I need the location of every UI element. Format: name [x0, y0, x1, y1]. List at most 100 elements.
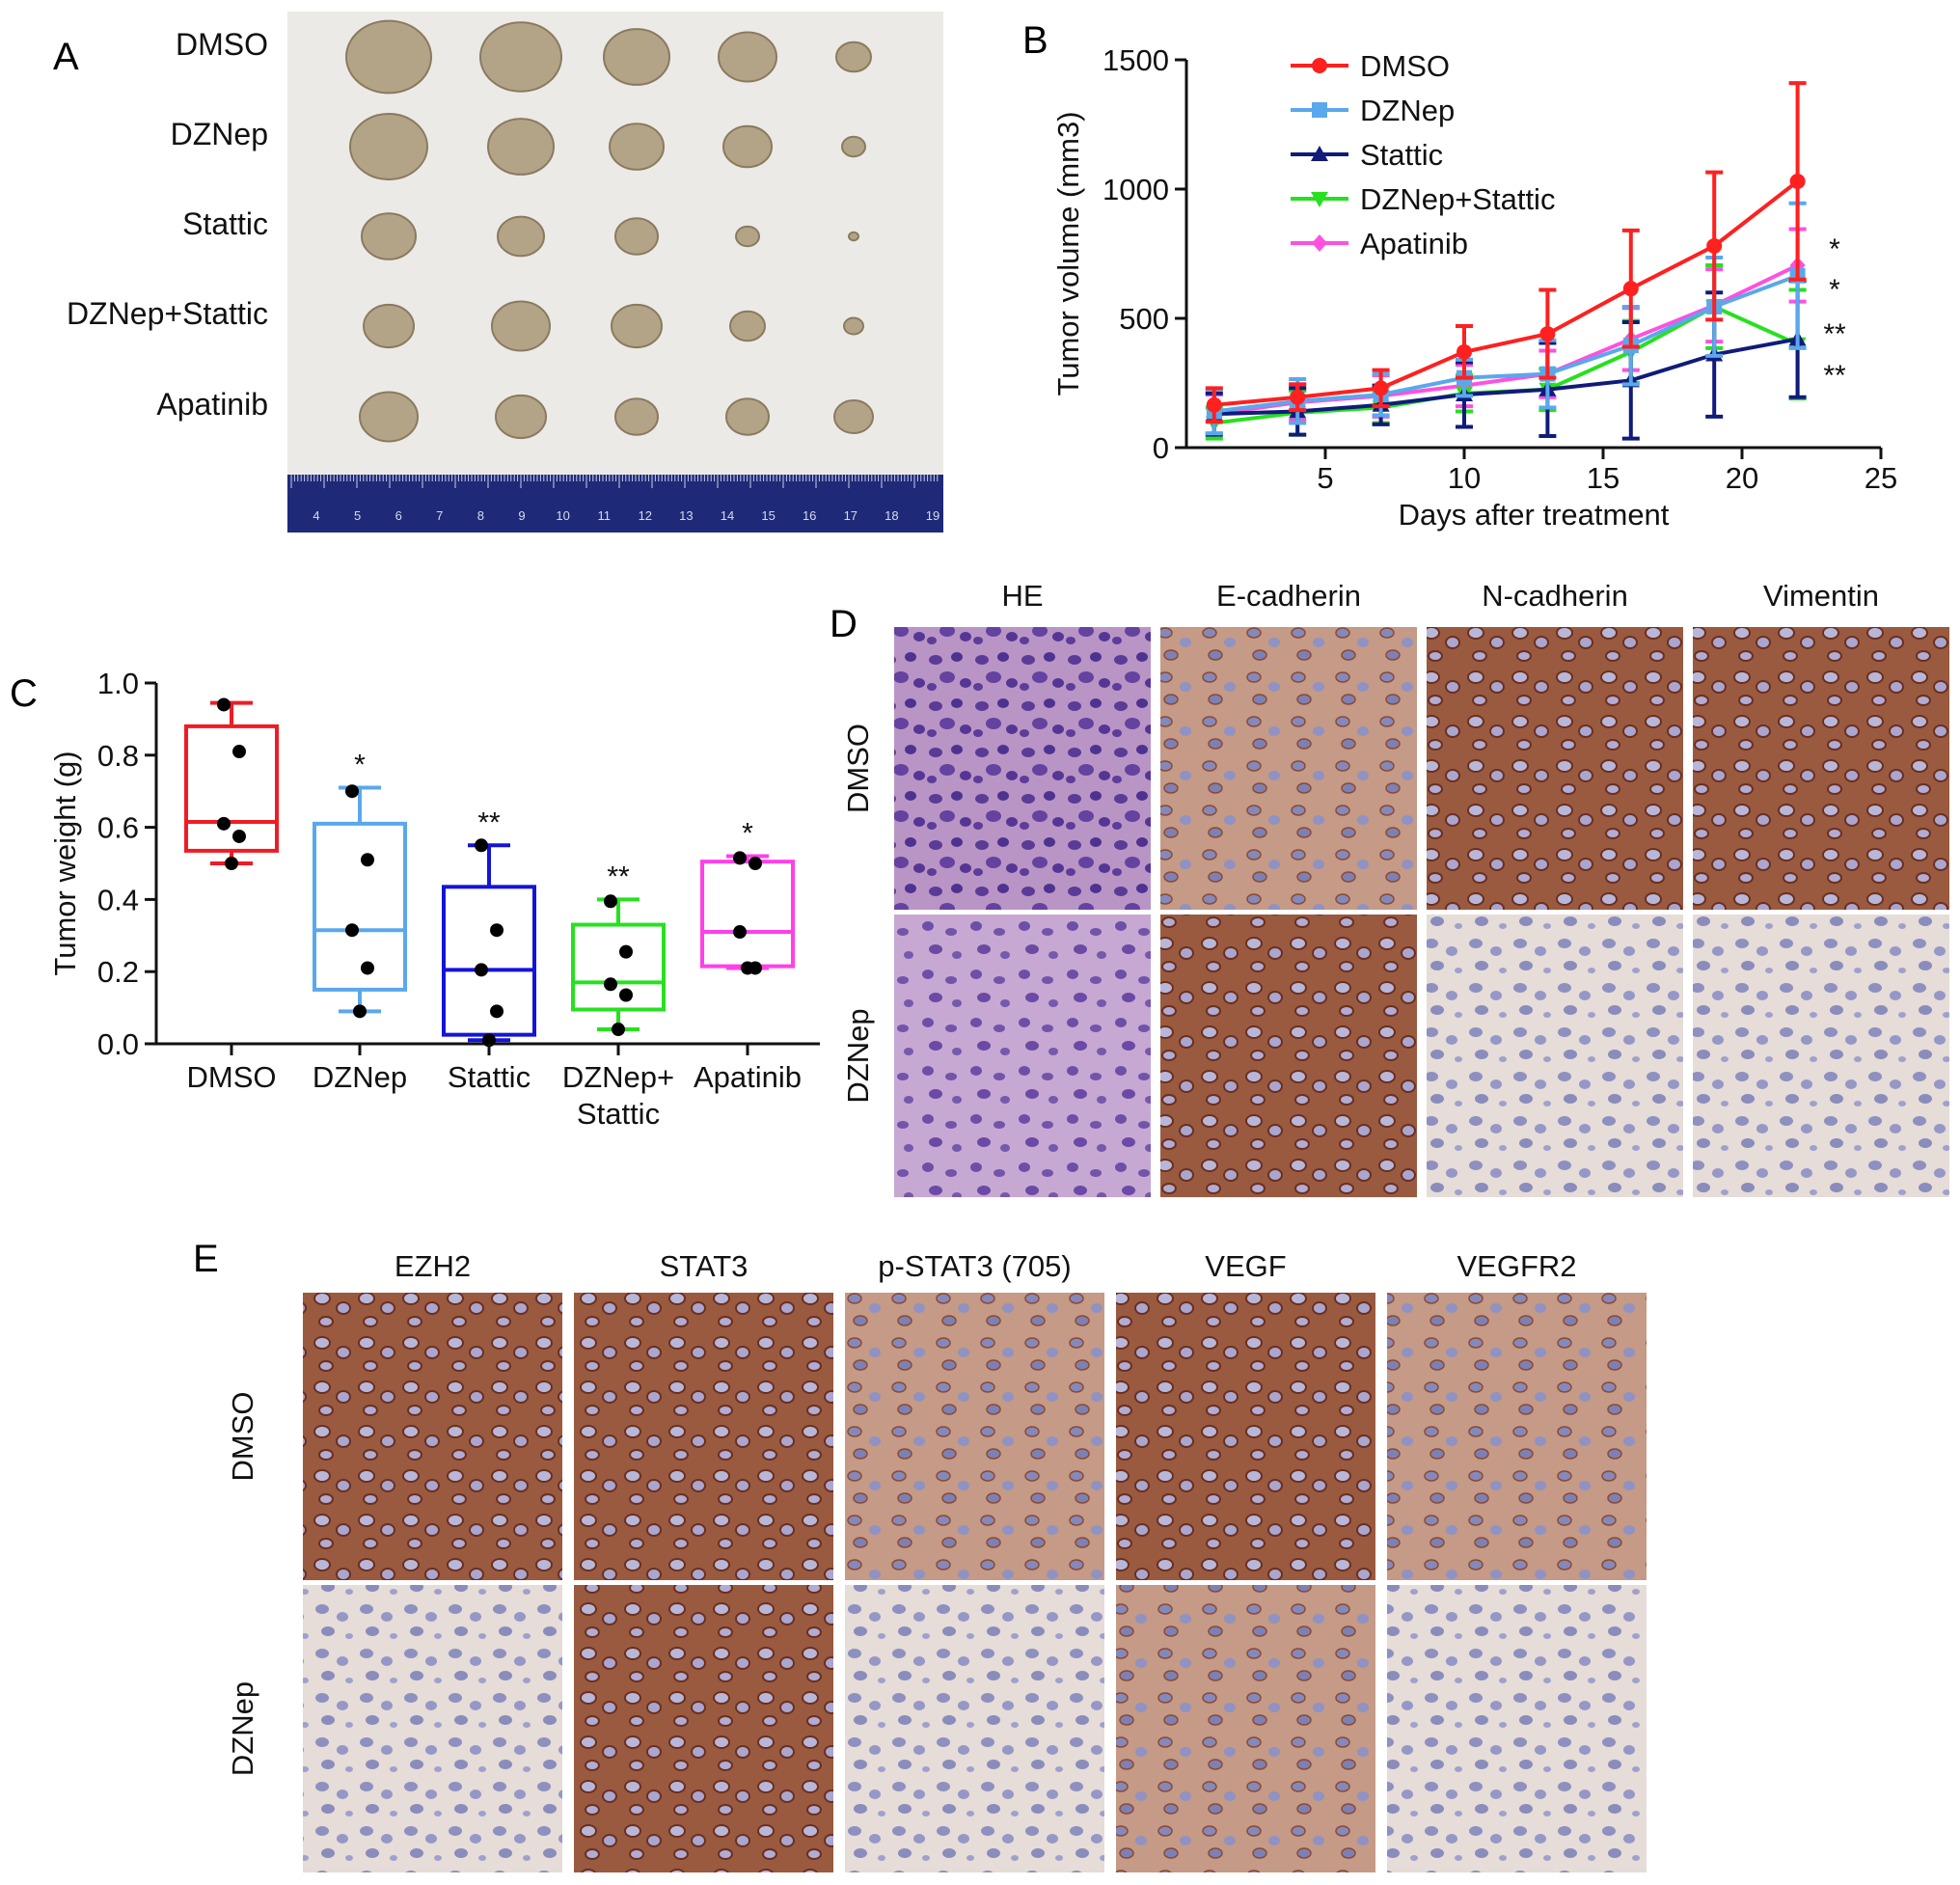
- y-tick-label: 0: [1153, 431, 1169, 465]
- ihc-panel-e: EZH2 STAT3 p-STAT3 (705) VEGF VEGFR2 DMSO DZNe…: [226, 1249, 1647, 1872]
- ruler-number: 14: [721, 508, 734, 523]
- tumor-specimen: [614, 397, 659, 436]
- data-point: [612, 1023, 625, 1037]
- ihc-image-stat3-dznep: [574, 1585, 833, 1872]
- point-marker: [1312, 58, 1327, 73]
- row-label-stattic: Stattic: [182, 206, 268, 241]
- tumor-volume-chart: 0 500 1000 1500 5 10 15 20 25 Days after treatmen…: [1051, 43, 1897, 532]
- ihc-image-e-cadherin-dznep: [1160, 915, 1417, 1197]
- ihc-image-he-dmso: [894, 627, 1151, 910]
- point-marker: [1706, 237, 1723, 254]
- box-dznep-stattic: **: [571, 861, 666, 1037]
- significance-marker: *: [354, 749, 366, 780]
- x-tick-label: 5: [1317, 461, 1333, 495]
- tumor-specimen: [718, 31, 777, 83]
- x-tick-label: DZNep+: [562, 1060, 674, 1094]
- row-label-apatinib: Apatinib: [156, 387, 268, 422]
- data-point: [482, 1033, 496, 1048]
- data-point: [749, 857, 762, 870]
- panel-label-d: D: [830, 603, 858, 645]
- ihc-image-ezh2-dznep: [303, 1585, 562, 1872]
- ruler-number: 8: [477, 508, 484, 523]
- tumor-specimen: [363, 303, 415, 349]
- tumor-specimens: [345, 19, 874, 443]
- ihc-image-ezh2-dmso: [303, 1293, 562, 1580]
- y-tick-label: 1500: [1102, 43, 1169, 77]
- column-header-stat3: STAT3: [660, 1249, 749, 1283]
- point-marker: [1789, 173, 1806, 189]
- tumor-specimen: [848, 231, 859, 242]
- data-point: [604, 977, 617, 992]
- significance-marker: **: [1823, 360, 1846, 392]
- point-marker: [1312, 102, 1327, 118]
- row-label-dmso: DMSO: [226, 1392, 259, 1482]
- tumor-specimen: [487, 118, 555, 176]
- data-point: [361, 853, 374, 867]
- point-marker: [1312, 234, 1327, 252]
- data-point: [741, 961, 754, 975]
- x-axis-label: Days after treatment: [1399, 498, 1670, 532]
- box: [184, 724, 279, 853]
- significance-marker: *: [742, 818, 753, 850]
- series-line: [1213, 337, 1798, 417]
- x-tick-label: 10: [1448, 461, 1481, 495]
- tumor-specimen: [729, 310, 766, 342]
- x-tick-label: Stattic: [577, 1097, 660, 1131]
- tumor-specimen: [603, 28, 670, 86]
- x-tick-label: 25: [1865, 461, 1897, 495]
- y-tick-label: 1000: [1102, 173, 1169, 206]
- ruler-number: 19: [926, 508, 939, 523]
- point-marker: [1539, 326, 1556, 342]
- legend: DMSO DZNep Stattic DZNep+Stattic Apatinib: [1291, 49, 1555, 260]
- data-point: [232, 829, 246, 843]
- data-point: [353, 1004, 367, 1019]
- tumor-specimen: [611, 303, 663, 349]
- tumor-specimen: [497, 215, 545, 258]
- ruler-number: 13: [679, 508, 693, 523]
- ihc-image-e-cadherin-dmso: [1160, 627, 1417, 910]
- ruler-number: 5: [354, 508, 361, 523]
- column-header-ezh2: EZH2: [395, 1249, 471, 1283]
- ruler-number: 12: [639, 508, 652, 523]
- tumor-specimen: [725, 397, 770, 436]
- y-tick-label: 0.0: [97, 1027, 139, 1061]
- ihc-image-he-dznep: [894, 915, 1151, 1197]
- tumor-photo: 4 5 6 7 8 9 10 11 12 13 14 15 16 17 18 19: [287, 12, 943, 533]
- data-point: [619, 944, 633, 959]
- ihc-image-p-stat3--705--dznep: [845, 1585, 1104, 1872]
- point-marker: [1622, 281, 1639, 297]
- point-marker: [1311, 192, 1328, 207]
- x-tick-label: 15: [1587, 461, 1620, 495]
- ihc-image-p-stat3--705--dmso: [845, 1293, 1104, 1580]
- panel-label-a: A: [53, 36, 79, 78]
- tumor-specimen: [722, 124, 773, 169]
- ruler-number: 4: [313, 508, 319, 523]
- tumor-specimen: [609, 123, 665, 171]
- x-tick-label: DZNep: [313, 1060, 407, 1094]
- row-label-dmso: DMSO: [841, 724, 875, 813]
- data-point: [475, 963, 488, 977]
- ruler-number: 17: [844, 508, 858, 523]
- ihc-image-n-cadherin-dznep: [1427, 915, 1683, 1197]
- column-header-p-stat3--705-: p-STAT3 (705): [878, 1249, 1071, 1283]
- point-marker: [1311, 146, 1328, 161]
- data-point: [345, 923, 359, 938]
- tumor-specimen: [614, 217, 659, 256]
- tumor-specimen: [361, 212, 417, 260]
- column-header-he: HE: [1001, 579, 1043, 613]
- point-marker: [1456, 343, 1472, 360]
- panel-label-e: E: [193, 1238, 219, 1280]
- ruler-number: 10: [556, 508, 569, 523]
- box: [442, 885, 536, 1037]
- legend-label: DMSO: [1360, 49, 1450, 83]
- box-stattic: **: [442, 806, 536, 1048]
- ihc-image-vimentin-dznep: [1693, 915, 1949, 1197]
- legend-label: DZNep: [1360, 94, 1455, 127]
- ihc-image-vegf-dmso: [1116, 1293, 1375, 1580]
- ruler-number: 7: [436, 508, 443, 523]
- data-point: [619, 988, 633, 1002]
- significance-marker: **: [477, 806, 501, 838]
- y-tick-label: 0.2: [97, 955, 139, 989]
- significance-marker: *: [1829, 274, 1840, 306]
